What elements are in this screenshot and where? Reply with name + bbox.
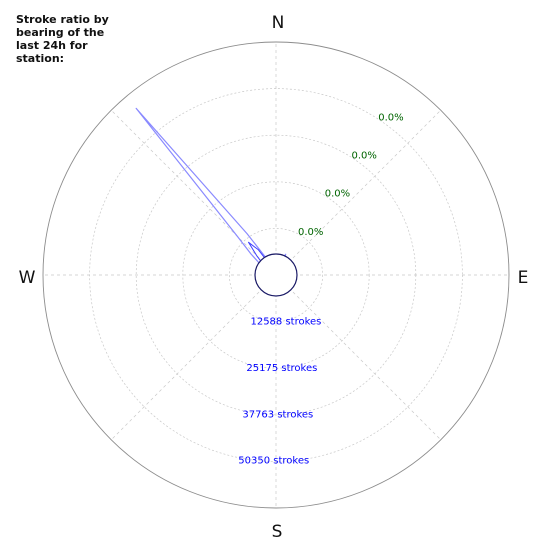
grid-spoke <box>110 274 277 441</box>
outer-ring <box>42 41 510 509</box>
ratio-ring-label: 0.0% <box>298 227 323 238</box>
stroke-ring-label: 25175 strokes <box>246 363 317 374</box>
north-label: N <box>272 13 285 33</box>
polar-grid <box>42 41 510 509</box>
grid-ring <box>182 181 370 369</box>
west-label: W <box>19 268 36 288</box>
center-circle <box>254 253 298 297</box>
ring-labels: 0.0% 0.0% 0.0% 0.0% 12588 strokes 25175 strok… <box>238 112 403 466</box>
grid-spoke <box>110 109 277 276</box>
south-label: S <box>272 522 283 542</box>
series-group <box>135 107 298 297</box>
grid-ring <box>229 228 323 322</box>
east-label: E <box>518 268 529 288</box>
stroke-ring-label: 12588 strokes <box>250 316 321 327</box>
grid-spoke <box>275 109 442 276</box>
ratio-ring-label: 0.0% <box>378 112 403 123</box>
ratio-ring-label: 0.0% <box>351 150 376 161</box>
ratio-ring-label: 0.0% <box>325 189 350 200</box>
grid-spoke <box>275 274 442 441</box>
chart-title: Stroke ratio by bearing of the last 24h … <box>16 13 109 65</box>
stroke-ring-label: 37763 strokes <box>242 409 313 420</box>
stroke-ring-label: 50350 strokes <box>238 456 309 467</box>
